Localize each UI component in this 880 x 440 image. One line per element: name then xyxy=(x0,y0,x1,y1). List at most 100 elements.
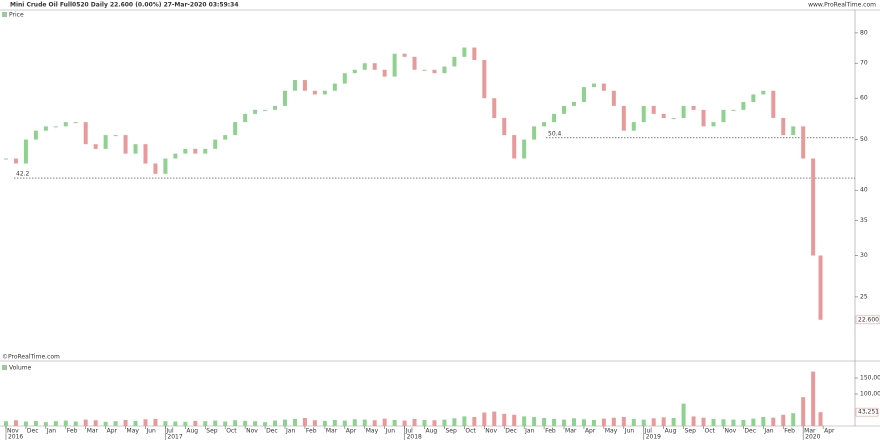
volume-bar xyxy=(3,421,8,426)
y2-tick-label: 100,000 xyxy=(860,391,880,398)
volume-bar xyxy=(213,420,218,426)
volume-bar xyxy=(193,420,198,426)
volume-bar xyxy=(641,419,646,426)
price-bar xyxy=(273,105,278,110)
volume-bar xyxy=(522,416,527,426)
volume-bar xyxy=(731,419,736,426)
year-label: 2019 xyxy=(646,434,661,440)
price-bar xyxy=(352,69,357,74)
price-bar xyxy=(243,113,248,123)
volume-bar xyxy=(143,419,148,426)
volume-bar xyxy=(233,420,238,426)
volume-bar xyxy=(721,419,726,426)
price-bar xyxy=(173,153,178,159)
x-tick-label: Jun xyxy=(624,428,635,435)
price-bar xyxy=(133,144,138,154)
x-tick-label: Aug xyxy=(665,428,677,435)
site: www.ProRealTime.com xyxy=(808,2,876,9)
price-bar xyxy=(43,126,48,131)
x-tick-label: Apr xyxy=(107,428,118,435)
x-tick-label: Dec xyxy=(266,428,278,435)
volume-bar xyxy=(73,421,78,426)
legend-icon xyxy=(2,365,7,370)
price-bar xyxy=(661,113,666,118)
price-bar xyxy=(771,90,776,118)
x-tick-label: Jul xyxy=(405,428,414,435)
volume-bar xyxy=(791,413,796,426)
volume-bar xyxy=(53,421,58,426)
price-bar xyxy=(591,83,596,88)
y-tick-label: 50 xyxy=(860,136,868,143)
volume-bar xyxy=(801,397,806,426)
price-bar xyxy=(691,105,696,110)
watermark: ©ProRealTime.com xyxy=(2,354,60,361)
price-bar xyxy=(203,148,208,154)
price-bar xyxy=(601,83,606,91)
price-bar xyxy=(581,87,586,103)
price-bar xyxy=(312,90,317,95)
price-tag xyxy=(855,315,880,325)
volume-bar xyxy=(173,421,178,426)
x-tick-label: Apr xyxy=(346,428,357,435)
price-bar xyxy=(83,122,88,145)
volume-bar xyxy=(492,411,497,426)
volume-bar xyxy=(362,419,367,426)
price-bar xyxy=(492,98,497,118)
volume-bar xyxy=(571,418,576,426)
year-label: 2016 xyxy=(8,434,23,440)
price-bar xyxy=(342,73,347,84)
x-tick-label: Jan xyxy=(46,428,56,435)
price-bar xyxy=(113,135,118,137)
price-bar xyxy=(651,105,656,114)
y-tick-label: 60 xyxy=(860,95,868,102)
x-tick-label: Apr xyxy=(824,428,835,435)
volume-bar xyxy=(581,419,586,426)
price-bar xyxy=(452,56,457,67)
price-bar xyxy=(402,53,407,57)
price-bar xyxy=(292,80,297,91)
volume-bar xyxy=(661,417,666,426)
volume-bar xyxy=(611,417,616,426)
x-tick-label: Dec xyxy=(27,428,39,435)
y-tick-label: 40 xyxy=(860,187,868,194)
price-bar xyxy=(721,109,726,123)
x-tick-label: Apr xyxy=(585,428,596,435)
price-bar xyxy=(781,117,786,136)
volume-bar xyxy=(283,419,287,426)
volume-bar xyxy=(701,417,706,426)
volume-bar xyxy=(771,417,776,426)
volume-bar xyxy=(711,418,716,426)
panel-label: Price xyxy=(9,12,24,19)
volume-bar xyxy=(552,418,557,426)
price-bar xyxy=(372,63,377,70)
volume-bar xyxy=(412,418,417,426)
volume-bar xyxy=(342,420,347,426)
price-bar xyxy=(502,117,507,136)
volume-bar xyxy=(621,417,626,426)
volume-bar xyxy=(263,422,268,426)
volume-bar xyxy=(818,412,823,426)
y-tick-label: 70 xyxy=(860,60,868,67)
price-bar xyxy=(33,130,38,140)
price-bar xyxy=(731,109,736,111)
volume-bar xyxy=(442,419,447,426)
volume-bar xyxy=(93,420,98,426)
price-bar xyxy=(482,60,487,99)
volume-bar xyxy=(671,418,676,426)
volume-bar xyxy=(103,421,108,426)
volume-bar xyxy=(591,419,596,426)
x-tick-label: Jul xyxy=(644,428,653,435)
volume-bar xyxy=(322,420,327,426)
price-bar xyxy=(13,158,18,164)
price-bar xyxy=(751,94,756,103)
volume-bar xyxy=(472,417,477,426)
x-tick-label: Aug xyxy=(426,428,438,435)
price-bar xyxy=(472,47,477,61)
price-bar xyxy=(3,158,8,160)
price-bar xyxy=(263,109,268,111)
price-bar xyxy=(422,69,427,71)
volume-bar xyxy=(761,417,766,426)
volume-bar xyxy=(33,420,38,426)
volume-bar xyxy=(382,418,387,426)
